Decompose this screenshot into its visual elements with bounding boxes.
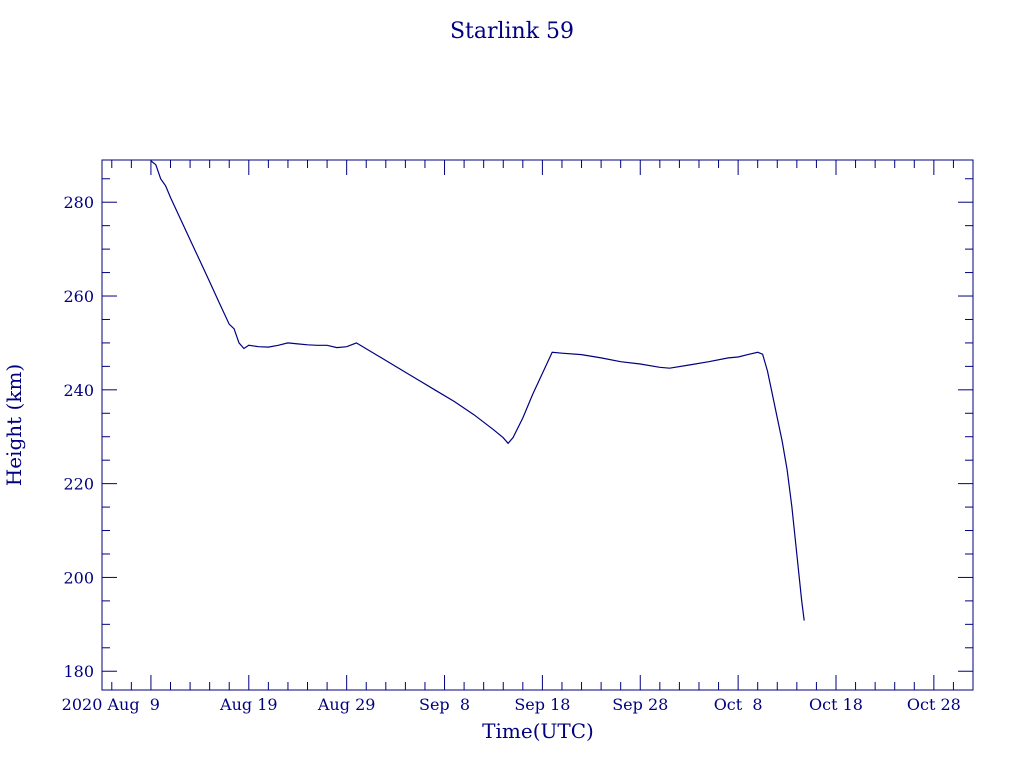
x-tick-label: Sep 28 [612, 695, 668, 714]
x-tick-label: Aug 19 [219, 695, 278, 714]
x-tick-labels: 2020 Aug 9 Aug 19 Aug 29 Sep 8 Sep 18 Sep 28 O… [62, 695, 961, 714]
x-tick-label: 2020 Aug 9 [62, 695, 160, 714]
x-tick-label: Sep 18 [514, 695, 570, 714]
y-tick-label: 180 [63, 662, 94, 681]
y-axis-label: Height (km) [2, 364, 26, 486]
y-tick-label: 240 [63, 381, 94, 400]
chart-title: Starlink 59 [450, 19, 574, 44]
plot-frame [101, 159, 974, 691]
y-tick-label: 280 [63, 193, 94, 212]
x-tick-label: Sep 8 [419, 695, 470, 714]
x-axis-label: Time(UTC) [482, 719, 594, 743]
x-tick-label: Oct 28 [907, 695, 961, 714]
y-tick-label: 220 [63, 475, 94, 494]
x-tick-label: Oct 18 [809, 695, 863, 714]
y-tick-label: 200 [63, 568, 94, 587]
x-tick-label: Aug 29 [317, 695, 376, 714]
x-tick-label: Oct 8 [714, 695, 763, 714]
axis-ticks [102, 160, 974, 690]
y-tick-labels: 180 200 220 240 260 280 [63, 193, 94, 681]
height-series-line [150, 160, 805, 621]
y-tick-label: 260 [63, 287, 94, 306]
